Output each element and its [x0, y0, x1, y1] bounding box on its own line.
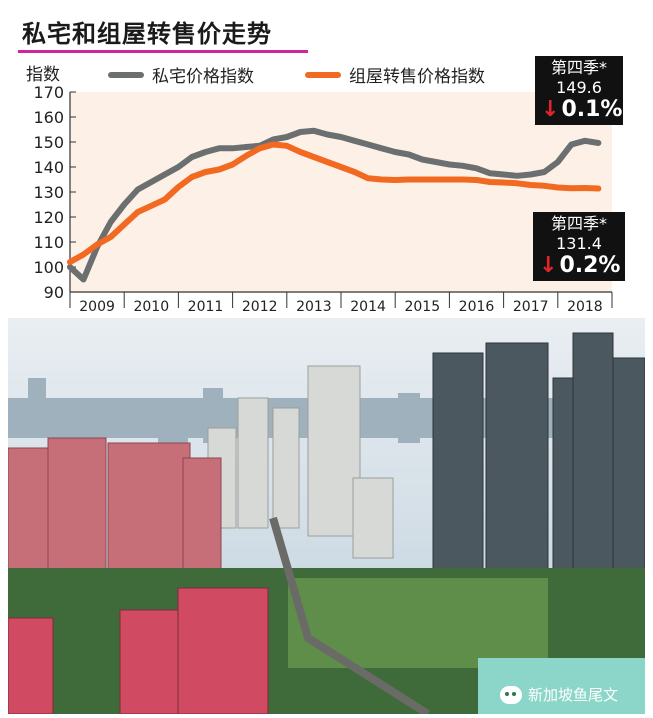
- y-tick-label: 140: [33, 158, 64, 177]
- plot-area: [70, 92, 612, 292]
- x-tick-label: 2015: [404, 299, 440, 315]
- private-callout-change: 0.1%: [561, 97, 623, 122]
- legend-hdb: 组屋转售价格指数: [305, 62, 485, 87]
- y-axis-label: 指数: [26, 65, 60, 85]
- x-tick-label: 2012: [242, 299, 278, 315]
- private-callout: 第四季* 149.6 ↓0.1%: [535, 56, 623, 125]
- x-tick-label: 2017: [513, 299, 549, 315]
- line-chart: 90 100 110 120 130 140 150 160 170 2009 2010 2011 20…: [33, 83, 613, 315]
- y-tick-label: 150: [33, 133, 64, 152]
- x-tick-label: 2014: [350, 299, 386, 315]
- y-tick-label: 160: [33, 108, 64, 127]
- watermark: 新加坡鱼尾文: [500, 684, 618, 705]
- y-tick-label: 120: [33, 208, 64, 227]
- city-skyline-photo: [8, 318, 645, 714]
- x-tick-label: 2011: [188, 299, 224, 315]
- x-tick-label: 2009: [79, 299, 115, 315]
- hdb-callout-value: 131.4: [556, 234, 602, 253]
- y-tick-label: 110: [33, 233, 64, 252]
- down-arrow-icon: ↓: [541, 97, 560, 122]
- private-callout-change-row: ↓0.1%: [541, 97, 622, 122]
- private-callout-quarter: 第四季*: [550, 58, 607, 77]
- legend-private-label: 私宅价格指数: [152, 67, 254, 87]
- x-tick-label: 2018: [567, 299, 603, 315]
- y-tick-label: 90: [44, 283, 64, 302]
- hdb-callout: 第四季* 131.4 ↓0.2%: [533, 212, 625, 281]
- hdb-callout-change-row: ↓0.2%: [539, 253, 621, 278]
- hdb-callout-quarter: 第四季*: [550, 214, 607, 233]
- chart-title: 私宅和组屋转售价走势: [22, 20, 272, 48]
- legend-private-swatch: [108, 71, 144, 78]
- legend-hdb-label: 组屋转售价格指数: [349, 67, 485, 87]
- title-underline: [18, 50, 308, 53]
- x-tick-label: 2010: [133, 299, 169, 315]
- hdb-resale-index-line: [67, 141, 602, 265]
- x-tick-label: 2016: [459, 299, 495, 315]
- y-tick-label: 130: [33, 183, 64, 202]
- x-tick-label: 2013: [296, 299, 332, 315]
- private-index-line: [67, 127, 602, 283]
- down-arrow-icon: ↓: [539, 253, 558, 278]
- y-tick-label: 100: [33, 258, 64, 277]
- y-tick-label: 170: [33, 83, 64, 102]
- hdb-callout-change: 0.2%: [559, 253, 621, 278]
- wechat-icon: [500, 685, 522, 704]
- watermark-text: 新加坡鱼尾文: [528, 686, 619, 704]
- private-callout-value: 149.6: [556, 78, 602, 97]
- legend-hdb-swatch: [305, 71, 341, 78]
- legend-private: 私宅价格指数: [108, 62, 254, 87]
